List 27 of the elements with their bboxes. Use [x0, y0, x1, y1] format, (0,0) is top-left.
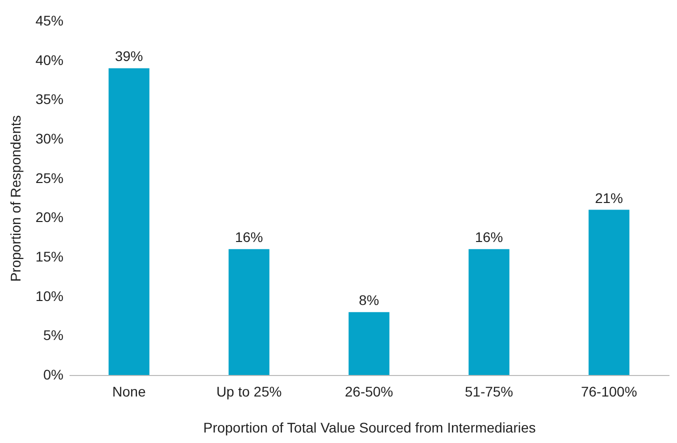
x-tick-label: None [112, 384, 146, 400]
x-tick-label: 51-75% [464, 384, 514, 400]
bar [348, 312, 390, 375]
data-label: 16% [474, 229, 504, 246]
bar [588, 210, 630, 375]
y-tick-label: 0% [43, 366, 64, 382]
x-tick-label: 76-100% [580, 384, 638, 400]
y-tick-label: 35% [35, 91, 64, 108]
data-label: 21% [594, 190, 624, 206]
data-label: 16% [234, 229, 264, 246]
data-label: 8% [358, 292, 380, 308]
x-tick-label: 26-50% [344, 384, 394, 400]
data-label: 39% [114, 48, 144, 64]
y-tick-label: 20% [35, 209, 64, 226]
y-tick-label: 40% [35, 52, 64, 68]
x-axis-title: Proportion of Total Value Sourced from Intermediaries [203, 420, 536, 436]
bar [228, 249, 270, 375]
y-tick-label: 15% [35, 248, 64, 264]
y-tick-label: 10% [35, 288, 64, 304]
bar [468, 249, 510, 375]
x-tick-label: Up to 25% [216, 384, 282, 400]
y-tick-label: 30% [35, 130, 64, 146]
y-tick-label: 45% [35, 12, 64, 28]
bar [108, 68, 150, 375]
y-axis-title: Proportion of Respondents [7, 115, 24, 282]
y-tick-label: 5% [43, 327, 64, 344]
y-tick-label: 25% [35, 170, 64, 186]
